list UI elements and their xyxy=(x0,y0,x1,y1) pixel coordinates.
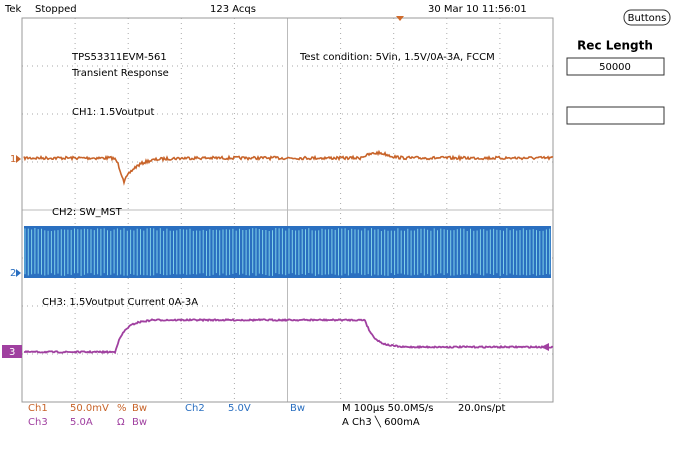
ch3-scale: 5.0A xyxy=(70,417,93,428)
ch2-label: Ch2 xyxy=(185,403,205,414)
annotation: CH1: 1.5Voutput xyxy=(72,107,154,118)
rec-length-label: Rec Length xyxy=(577,39,653,53)
ch1-coupling: % xyxy=(117,403,127,414)
graticule-frame xyxy=(21,17,554,403)
timestamp: 30 Mar 10 11:56:01 xyxy=(428,4,527,15)
ch1-scale: 50.0mV xyxy=(70,403,109,414)
timebase: M 100µs 50.0MS/s xyxy=(342,403,433,414)
annotation: Transient Response xyxy=(71,68,169,79)
resolution: 20.0ns/pt xyxy=(458,403,506,414)
marker-arrow xyxy=(16,269,21,277)
ch3-trace xyxy=(23,317,554,355)
trigger-level xyxy=(541,343,549,351)
acquisitions: 123 Acqs xyxy=(210,4,256,15)
annotation: CH2: SW_MST xyxy=(52,207,123,218)
channel-marker: 1 xyxy=(10,154,16,165)
channel-marker: 2 xyxy=(10,268,16,279)
marker-box xyxy=(2,345,22,358)
empty-box[interactable] xyxy=(566,106,665,125)
trigger-setting: A Ch3 ╲ 600mA xyxy=(342,415,420,428)
trigger-position xyxy=(396,16,404,21)
ch2-band xyxy=(24,226,551,278)
ch2-bw: Bw xyxy=(290,403,305,414)
ch1-label: Ch1 xyxy=(28,403,48,414)
brand: Tek xyxy=(4,4,22,15)
ch3-coupling: Ω xyxy=(117,417,125,428)
channel-marker: 3 xyxy=(9,347,15,358)
waveforms xyxy=(23,149,554,355)
buttons-button[interactable] xyxy=(623,9,671,26)
status: Stopped xyxy=(35,4,77,15)
button-label[interactable]: Buttons xyxy=(628,13,667,24)
annotation: Test condition: 5Vin, 1.5V/0A-3A, FCCM xyxy=(299,52,495,63)
marker-arrow xyxy=(16,155,21,163)
ch3-label: Ch3 xyxy=(28,417,48,428)
ch2-scale: 5.0V xyxy=(228,403,251,414)
rec-length-value: 50000 xyxy=(599,62,631,73)
ch1-trace xyxy=(23,149,554,186)
annotation: TPS53311EVM-561 xyxy=(71,52,167,63)
rec-length-box[interactable] xyxy=(566,57,665,76)
annotation: CH3: 1.5Voutput Current 0A-3A xyxy=(42,297,198,308)
ch3-bw: Bw xyxy=(132,417,147,428)
ch1-bw: Bw xyxy=(132,403,147,414)
